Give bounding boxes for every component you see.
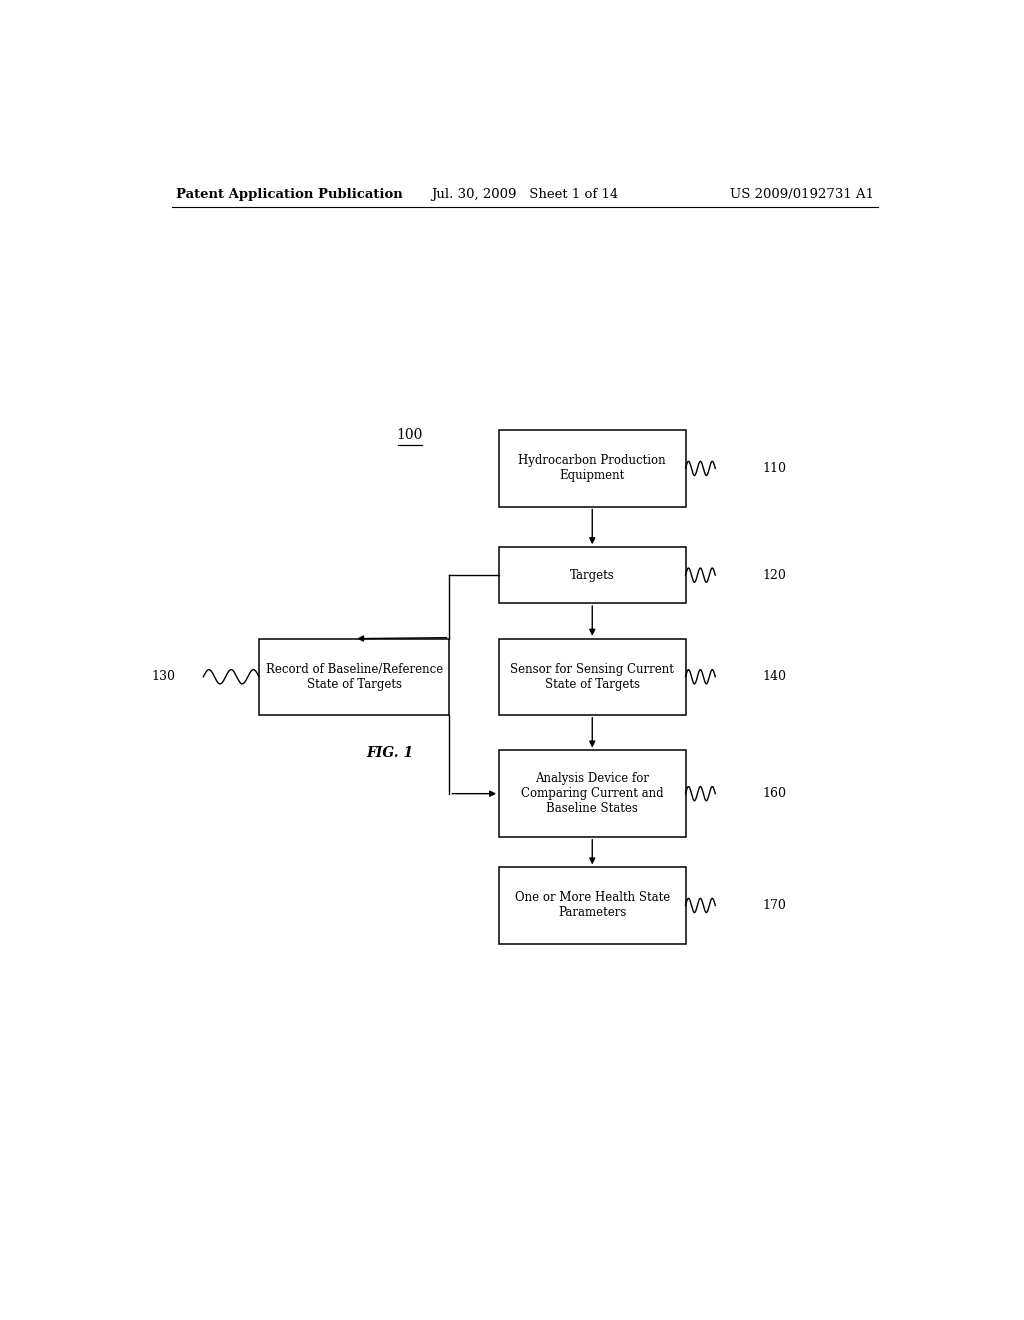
Text: 100: 100 — [396, 428, 423, 442]
Text: US 2009/0192731 A1: US 2009/0192731 A1 — [730, 187, 873, 201]
Text: Sensor for Sensing Current
State of Targets: Sensor for Sensing Current State of Targ… — [510, 663, 674, 690]
Text: Hydrocarbon Production
Equipment: Hydrocarbon Production Equipment — [518, 454, 666, 482]
Bar — [259, 639, 450, 715]
Bar — [499, 639, 685, 715]
Text: Targets: Targets — [570, 569, 614, 582]
Text: Jul. 30, 2009   Sheet 1 of 14: Jul. 30, 2009 Sheet 1 of 14 — [431, 187, 618, 201]
Text: 140: 140 — [763, 671, 786, 684]
Text: Record of Baseline/Reference
State of Targets: Record of Baseline/Reference State of Ta… — [265, 663, 442, 690]
Text: One or More Health State
Parameters: One or More Health State Parameters — [515, 891, 670, 920]
Text: Patent Application Publication: Patent Application Publication — [176, 187, 402, 201]
Text: 130: 130 — [152, 671, 176, 684]
Bar — [499, 751, 685, 837]
Text: FIG. 1: FIG. 1 — [367, 746, 414, 760]
Text: Analysis Device for
Comparing Current and
Baseline States: Analysis Device for Comparing Current an… — [521, 772, 664, 816]
Bar — [499, 867, 685, 944]
Bar — [499, 548, 685, 603]
Text: 170: 170 — [763, 899, 786, 912]
Bar — [499, 430, 685, 507]
Text: 110: 110 — [763, 462, 786, 475]
Text: 160: 160 — [763, 787, 786, 800]
Text: 120: 120 — [763, 569, 786, 582]
